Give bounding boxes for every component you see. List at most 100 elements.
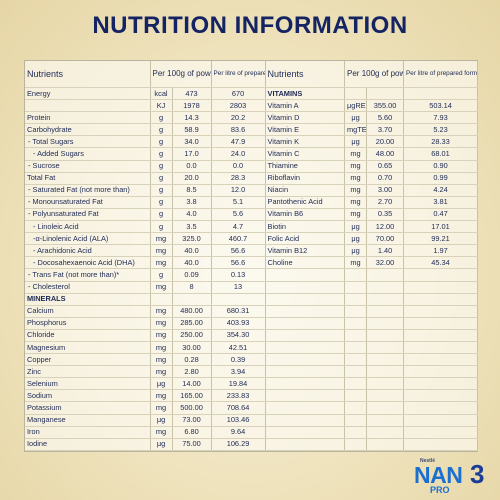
nutrient-per-100g: 4.0 bbox=[172, 208, 212, 222]
table-row: Manganese μg 73.00 103.46 bbox=[25, 414, 266, 427]
nutrient-unit: KJ bbox=[150, 99, 173, 113]
nutrient-name: - Monounsaturated Fat bbox=[25, 196, 151, 209]
right-nutrition-table: Nutrients Per 100g of powder Per litre o… bbox=[265, 61, 479, 452]
nutrient-per-100g: 14.3 bbox=[172, 111, 212, 125]
table-row: Iron mg 6.80 9.64 bbox=[25, 426, 266, 439]
nutrient-per-litre bbox=[403, 87, 479, 101]
nutrient-unit: mg bbox=[150, 244, 173, 258]
nutrient-per-litre: 28.3 bbox=[211, 172, 266, 185]
nutrient-name: Copper bbox=[25, 353, 151, 367]
nutrient-unit: mg bbox=[150, 365, 173, 379]
nutrient-unit: g bbox=[150, 196, 173, 209]
empty-cell bbox=[344, 401, 368, 415]
table-row: Riboflavin mg 0.70 0.99 bbox=[265, 172, 479, 185]
table-row: - Saturated Fat (not more than) g 8.5 12.0 bbox=[25, 184, 266, 197]
empty-row bbox=[265, 268, 479, 282]
empty-row bbox=[265, 414, 479, 427]
nutrient-per-100g: 500.00 bbox=[172, 401, 212, 415]
nutrient-per-100g: 40.0 bbox=[172, 256, 212, 270]
nutrient-per-100g: 285.00 bbox=[172, 317, 212, 330]
nutrient-unit: g bbox=[150, 123, 173, 137]
table-row: Carbohydrate g 58.9 83.6 bbox=[25, 123, 266, 137]
empty-row bbox=[265, 329, 479, 342]
nutrient-unit: μg bbox=[344, 232, 368, 246]
table-row: Protein g 14.3 20.2 bbox=[25, 111, 266, 125]
nutrient-name: Vitamin C bbox=[265, 147, 346, 161]
nutrient-per-litre: 708.64 bbox=[211, 401, 266, 415]
nutrient-name: Thiamine bbox=[265, 160, 346, 173]
nutrient-name: Protein bbox=[25, 111, 151, 125]
nutrient-unit bbox=[344, 87, 368, 101]
nutrient-per-100g: 20.0 bbox=[172, 172, 212, 185]
empty-cell bbox=[403, 329, 479, 342]
nutrient-per-100g: 75.00 bbox=[172, 438, 212, 452]
table-row: Choline mg 32.00 45.34 bbox=[265, 256, 479, 270]
nutrient-per-litre: 4.24 bbox=[403, 184, 479, 197]
nutrient-per-100g: 34.0 bbox=[172, 135, 212, 149]
table-row: Folic Acid μg 70.00 99.21 bbox=[265, 232, 479, 246]
nutrient-name: Niacin bbox=[265, 184, 346, 197]
table-row: Sodium mg 165.00 233.83 bbox=[25, 389, 266, 403]
nutrient-per-litre: 13 bbox=[211, 281, 266, 294]
nutrient-unit: g bbox=[150, 111, 173, 125]
nutrient-per-litre: 17.01 bbox=[403, 220, 479, 234]
nutrient-per-100g: 473 bbox=[172, 87, 212, 101]
table-row: Chloride mg 250.00 354.30 bbox=[25, 329, 266, 342]
empty-cell bbox=[265, 305, 346, 318]
nutrient-per-litre: 2803 bbox=[211, 99, 266, 113]
nutrient-unit: mg bbox=[344, 208, 368, 222]
nutrient-unit: μg bbox=[344, 220, 368, 234]
nutrient-per-100g: 40.0 bbox=[172, 244, 212, 258]
empty-cell bbox=[366, 401, 405, 415]
nutrient-per-100g: 48.00 bbox=[366, 147, 405, 161]
nutrient-per-100g: 17.0 bbox=[172, 147, 212, 161]
nutrient-unit: mg bbox=[344, 256, 368, 270]
nutrient-unit: μg bbox=[344, 111, 368, 125]
nutrient-per-100g: 3.8 bbox=[172, 196, 212, 209]
empty-cell bbox=[366, 268, 405, 282]
nutrient-name: Potassium bbox=[25, 401, 151, 415]
nutrient-unit: mg bbox=[344, 160, 368, 173]
right-header-row: Nutrients Per 100g of powder Per litre o… bbox=[265, 61, 479, 88]
empty-cell bbox=[344, 293, 368, 306]
nutrient-name: Pantothenic Acid bbox=[265, 196, 346, 209]
table-row: - Trans Fat (not more than)* g 0.09 0.13 bbox=[25, 268, 266, 282]
empty-cell bbox=[265, 329, 346, 342]
table-row: Zinc mg 2.80 3.94 bbox=[25, 365, 266, 379]
table-row: Total Fat g 20.0 28.3 bbox=[25, 172, 266, 185]
nutrient-per-litre: 47.9 bbox=[211, 135, 266, 149]
nutrient-name: Choline bbox=[265, 256, 346, 270]
table-row: Iodine μg 75.00 106.29 bbox=[25, 438, 266, 452]
nutrient-per-litre: 5.1 bbox=[211, 196, 266, 209]
empty-cell bbox=[366, 281, 405, 294]
nutrient-per-litre: 0.90 bbox=[403, 160, 479, 173]
empty-cell bbox=[403, 268, 479, 282]
nutrient-per-litre: 103.46 bbox=[211, 414, 266, 427]
nutrient-unit: g bbox=[150, 184, 173, 197]
nutrient-name: Zinc bbox=[25, 365, 151, 379]
nutrient-per-litre: 19.84 bbox=[211, 377, 266, 391]
table-row: - Added Sugars g 17.0 24.0 bbox=[25, 147, 266, 161]
nutrient-per-litre: 99.21 bbox=[403, 232, 479, 246]
nutrient-per-litre: 460.7 bbox=[211, 232, 266, 246]
empty-cell bbox=[403, 293, 479, 306]
header-nutrients: Nutrients bbox=[25, 61, 151, 88]
nutrient-per-100g: 8 bbox=[172, 281, 212, 294]
nutrient-name: Magnesium bbox=[25, 341, 151, 355]
table-row: Biotin μg 12.00 17.01 bbox=[265, 220, 479, 234]
nutrient-per-100g bbox=[366, 87, 405, 101]
nutrient-unit: μg bbox=[150, 377, 173, 391]
nutrient-per-litre: 354.30 bbox=[211, 329, 266, 342]
nutrient-unit: mg bbox=[150, 281, 173, 294]
nutrient-name bbox=[25, 99, 151, 113]
nutrient-unit: mgTE bbox=[344, 123, 368, 137]
nutrient-per-litre: 56.6 bbox=[211, 256, 266, 270]
empty-row bbox=[265, 426, 479, 439]
empty-row bbox=[265, 401, 479, 415]
nutrient-per-100g: 3.70 bbox=[366, 123, 405, 137]
empty-cell bbox=[265, 438, 346, 452]
table-row: Energy kcal 473 670 bbox=[25, 87, 266, 101]
nutrient-per-litre: 0.13 bbox=[211, 268, 266, 282]
empty-row bbox=[265, 341, 479, 355]
